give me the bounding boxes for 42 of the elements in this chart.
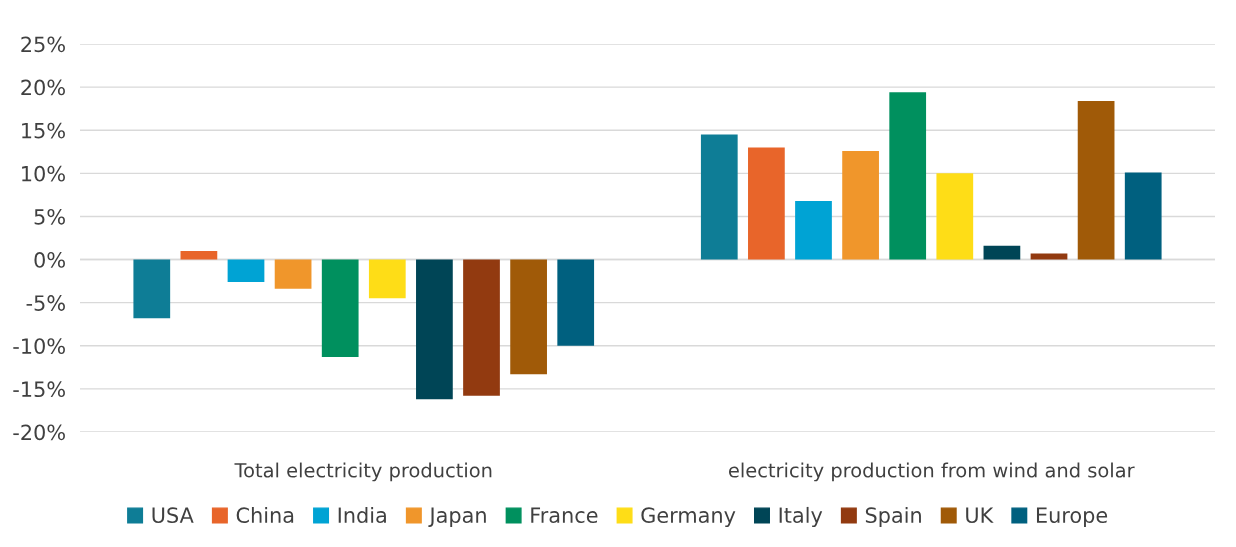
bar: [1030, 253, 1068, 260]
x-tick-label: electricity production from wind and solar: [728, 462, 1135, 482]
bar: [936, 173, 974, 260]
y-tick-label: -15%: [13, 381, 65, 398]
bar: [1124, 172, 1162, 260]
y-tick-label: 5%: [34, 208, 65, 225]
y-tick-label: 20%: [21, 79, 65, 96]
bar: [748, 147, 785, 260]
bar: [889, 92, 927, 260]
y-tick-label: -10%: [13, 338, 65, 354]
bar: [321, 259, 359, 357]
legend-label: Germany: [641, 507, 736, 528]
legend-label: Spain: [865, 506, 921, 528]
legend-label: USA: [152, 507, 194, 524]
legend-label: India: [338, 506, 386, 524]
x-tick-label: Total electricity production: [234, 462, 492, 482]
y-tick-label: -5%: [26, 295, 65, 311]
y-tick-label: 15%: [22, 122, 65, 139]
bar: [510, 259, 547, 375]
legend-label: Europe: [1036, 507, 1108, 528]
bar: [368, 259, 406, 299]
bar: [180, 250, 218, 260]
y-tick-label: 0%: [34, 252, 65, 268]
bar: [274, 259, 312, 289]
bar: [416, 259, 453, 400]
bar: [227, 259, 265, 282]
y-tick-label: -20%: [13, 424, 65, 441]
bar: [133, 259, 171, 319]
legend-label: France: [531, 507, 598, 524]
legend-label: Japan: [428, 507, 486, 528]
legend-label: Italy: [779, 506, 823, 528]
bar: [700, 134, 738, 260]
bar: [463, 259, 500, 396]
bar: [983, 245, 1021, 260]
y-tick-label: 25%: [21, 36, 65, 53]
bar: [842, 150, 879, 260]
bar: [795, 200, 832, 260]
y-tick-label: 10%: [22, 165, 65, 182]
legend-label: UK: [966, 507, 994, 524]
bar: [1077, 100, 1115, 260]
bar: [557, 259, 595, 346]
legend-label: China: [236, 506, 294, 524]
